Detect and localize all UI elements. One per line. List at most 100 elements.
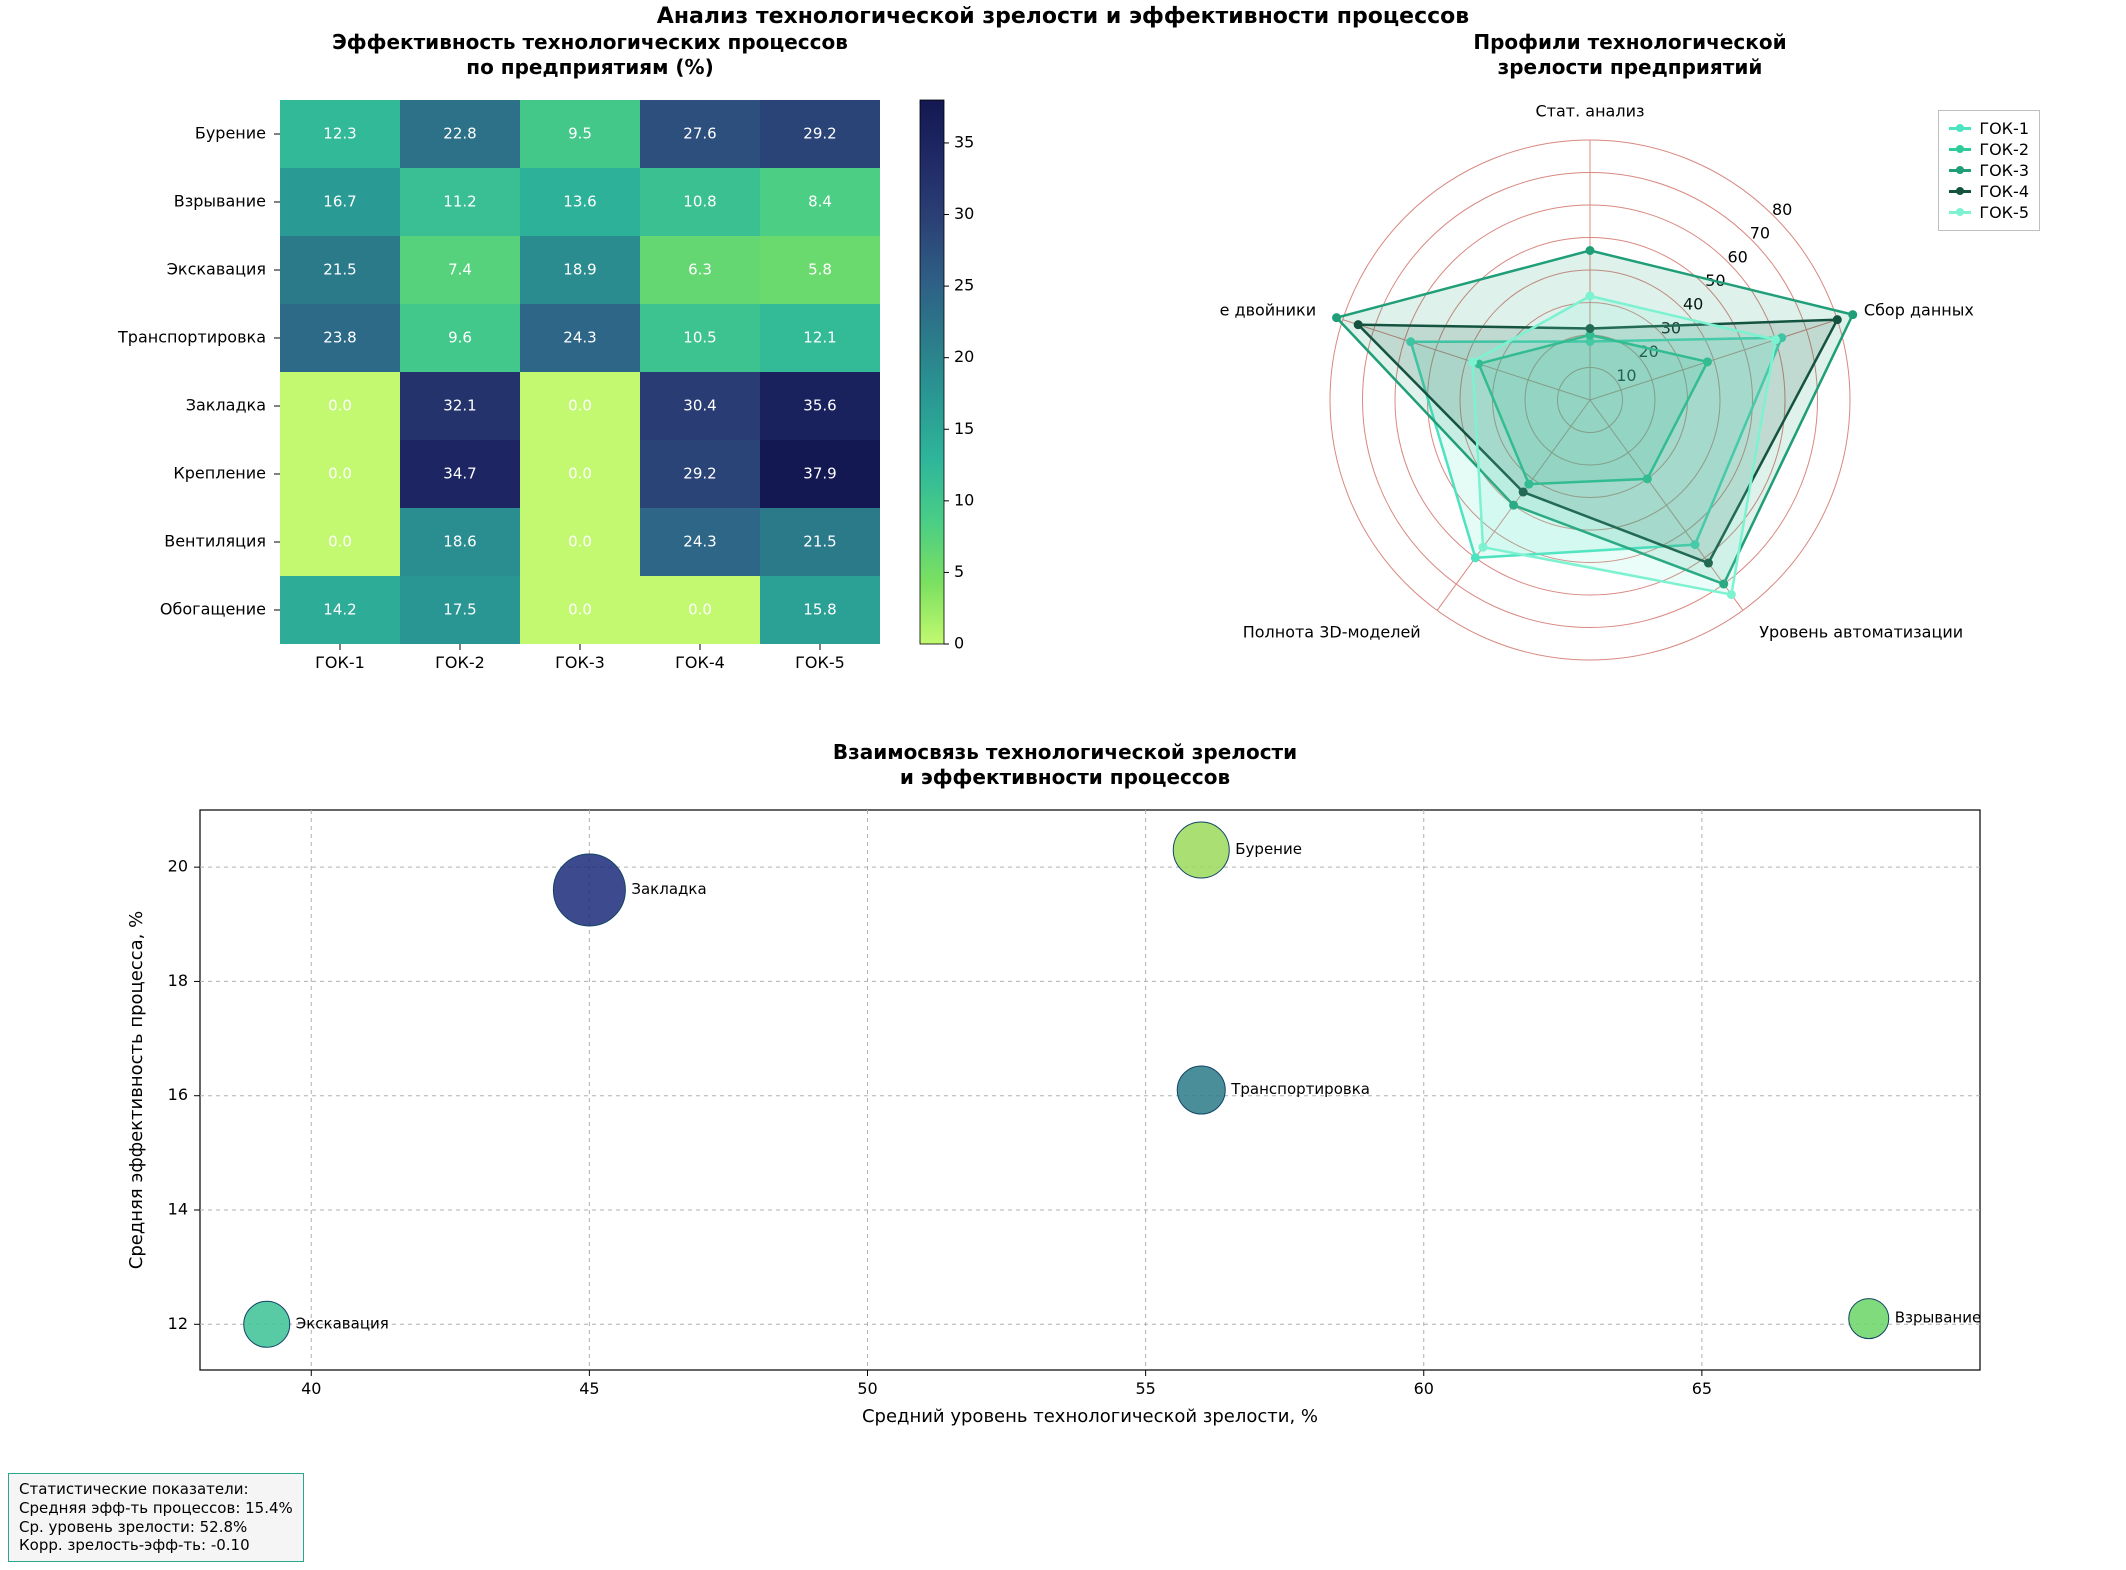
scatter-svg: 40 45 50 55 60 65 12 14 16 18 20 Средний уровень те… bbox=[110, 790, 2020, 1470]
radar-series-marker bbox=[1471, 554, 1479, 562]
radar-legend-label: ГОК-1 bbox=[1979, 119, 2029, 138]
colorbar-tick: 10 bbox=[954, 490, 974, 509]
heatmap-cell-value: 24.3 bbox=[683, 533, 716, 551]
heatmap-cell-value: 18.9 bbox=[563, 261, 596, 279]
radar-series-marker bbox=[1469, 358, 1477, 366]
heatmap-col-label: ГОК-4 bbox=[675, 653, 725, 672]
heatmap-cell-value: 9.5 bbox=[568, 125, 592, 143]
heatmap-cell-value: 17.5 bbox=[443, 601, 476, 619]
radar-axis-label: Стат. анализ bbox=[1536, 102, 1645, 121]
radar-rtick: 80 bbox=[1772, 200, 1792, 219]
radar-series-marker bbox=[1727, 591, 1735, 599]
heatmap-row-label: Взрывание bbox=[174, 192, 266, 211]
scatter-point-label: Бурение bbox=[1235, 840, 1302, 858]
radar-legend-label: ГОК-4 bbox=[1979, 182, 2029, 201]
scatter-xtick: 40 bbox=[301, 1379, 321, 1398]
radar-axis-label: Сбор данных bbox=[1864, 301, 1974, 320]
heatmap-cell-value: 0.0 bbox=[328, 397, 352, 415]
scatter-ytick: 18 bbox=[168, 971, 188, 990]
heatmap-cell-value: 27.6 bbox=[683, 125, 716, 143]
radar-series-marker bbox=[1479, 543, 1487, 551]
heatmap-col-label: ГОК-5 bbox=[795, 653, 845, 672]
heatmap-cell-value: 10.8 bbox=[683, 193, 716, 211]
heatmap-cell-value: 24.3 bbox=[563, 329, 596, 347]
heatmap-cell-value: 9.6 bbox=[448, 329, 472, 347]
scatter-point bbox=[553, 854, 625, 926]
heatmap-row-label: Обогащение bbox=[160, 600, 266, 619]
radar-series bbox=[1473, 296, 1776, 595]
scatter-point-label: Транспортировка bbox=[1230, 1080, 1370, 1098]
heatmap-panel: Эффективность технологических процессов … bbox=[110, 30, 1070, 720]
radar-legend-item: ГОК-5 bbox=[1949, 203, 2029, 222]
radar-axis-label: Полнота 3D-моделей bbox=[1243, 622, 1421, 641]
heatmap-title: Эффективность технологических процессов … bbox=[110, 30, 1070, 80]
radar-legend-item: ГОК-4 bbox=[1949, 182, 2029, 201]
heatmap-cell-value: 37.9 bbox=[803, 465, 836, 483]
scatter-xtick: 65 bbox=[1692, 1379, 1712, 1398]
heatmap-cell-value: 0.0 bbox=[568, 465, 592, 483]
scatter-xtick: 55 bbox=[1135, 1379, 1155, 1398]
radar-series-marker bbox=[1333, 314, 1341, 322]
scatter-ytick: 16 bbox=[168, 1085, 188, 1104]
scatter-xlabel: Средний уровень технологической зрелости… bbox=[862, 1406, 1318, 1427]
radar-legend-label: ГОК-5 bbox=[1979, 203, 2029, 222]
heatmap-row-label: Вентиляция bbox=[164, 532, 266, 551]
heatmap-row-label: Крепление bbox=[173, 464, 266, 483]
scatter-point-label: Взрывание bbox=[1895, 1309, 1981, 1327]
heatmap-cell-value: 15.8 bbox=[803, 601, 836, 619]
scatter-frame bbox=[200, 810, 1980, 1370]
scatter-xtick: 60 bbox=[1414, 1379, 1434, 1398]
heatmap-cell-value: 5.8 bbox=[808, 261, 832, 279]
heatmap-cell-value: 29.2 bbox=[683, 465, 716, 483]
heatmap-cell-value: 6.3 bbox=[688, 261, 712, 279]
radar-svg: Стат. анализ Сбор данных Уровень автоматиз… bbox=[1220, 80, 2040, 720]
heatmap-cell-value: 30.4 bbox=[683, 397, 716, 415]
heatmap-svg: 12.322.89.527.629.216.711.213.610.88.421… bbox=[110, 80, 1070, 720]
heatmap-col-label: ГОК-2 bbox=[435, 653, 485, 672]
scatter-xtick: 45 bbox=[579, 1379, 599, 1398]
scatter-ytick: 12 bbox=[168, 1314, 188, 1333]
scatter-point bbox=[244, 1301, 290, 1347]
heatmap-cell-value: 11.2 bbox=[443, 193, 476, 211]
colorbar-tick: 5 bbox=[954, 562, 964, 581]
radar-legend-item: ГОК-2 bbox=[1949, 140, 2029, 159]
heatmap-row-label: Бурение bbox=[195, 124, 266, 143]
heatmap-cell-value: 12.3 bbox=[323, 125, 356, 143]
colorbar-tick: 30 bbox=[954, 204, 974, 223]
heatmap-cell-value: 0.0 bbox=[328, 533, 352, 551]
radar-panel: Профили технологической зрелости предпри… bbox=[1220, 30, 2040, 720]
heatmap-row-label: Транспортировка bbox=[117, 328, 266, 347]
heatmap-col-label: ГОК-3 bbox=[555, 653, 605, 672]
scatter-ytick: 14 bbox=[168, 1200, 188, 1219]
heatmap-cell-value: 0.0 bbox=[568, 533, 592, 551]
colorbar-tick: 25 bbox=[954, 276, 974, 295]
figure-suptitle: Анализ технологической зрелости и эффект… bbox=[0, 4, 2126, 29]
radar-series-marker bbox=[1771, 336, 1779, 344]
heatmap-cell-value: 18.6 bbox=[443, 533, 476, 551]
heatmap-cell-value: 35.6 bbox=[803, 397, 836, 415]
stats-box: Статистические показатели: Средняя эфф-т… bbox=[8, 1473, 304, 1562]
radar-axis-label: Уровень автоматизации bbox=[1759, 622, 1963, 641]
scatter-ytick: 20 bbox=[168, 857, 188, 876]
colorbar-tick: 0 bbox=[954, 634, 964, 653]
radar-axis-label: Цифровые двойники bbox=[1220, 301, 1316, 320]
radar-legend-label: ГОК-3 bbox=[1979, 161, 2029, 180]
radar-series-marker bbox=[1833, 316, 1841, 324]
heatmap-cell-value: 14.2 bbox=[323, 601, 356, 619]
scatter-xtick: 50 bbox=[857, 1379, 877, 1398]
colorbar-tick: 20 bbox=[954, 347, 974, 366]
heatmap-colorbar bbox=[920, 100, 944, 644]
scatter-panel: Взаимосвязь технологической зрелости и э… bbox=[110, 740, 2020, 1470]
heatmap-cell-value: 12.1 bbox=[803, 329, 836, 347]
radar-legend: ГОК-1 ГОК-2 ГОК-3 ГОК-4 ГОК-5 bbox=[1938, 110, 2040, 231]
radar-series-marker bbox=[1586, 292, 1594, 300]
heatmap-cell-value: 0.0 bbox=[688, 601, 712, 619]
radar-legend-label: ГОК-2 bbox=[1979, 140, 2029, 159]
scatter-ylabel: Средняя эффективность процесса, % bbox=[126, 911, 147, 1269]
heatmap-cell-value: 7.4 bbox=[448, 261, 472, 279]
heatmap-cell-value: 23.8 bbox=[323, 329, 356, 347]
scatter-point-label: Экскавация bbox=[296, 1314, 389, 1332]
heatmap-cell-value: 0.0 bbox=[328, 465, 352, 483]
radar-series-marker bbox=[1354, 321, 1362, 329]
radar-series-marker bbox=[1586, 247, 1594, 255]
